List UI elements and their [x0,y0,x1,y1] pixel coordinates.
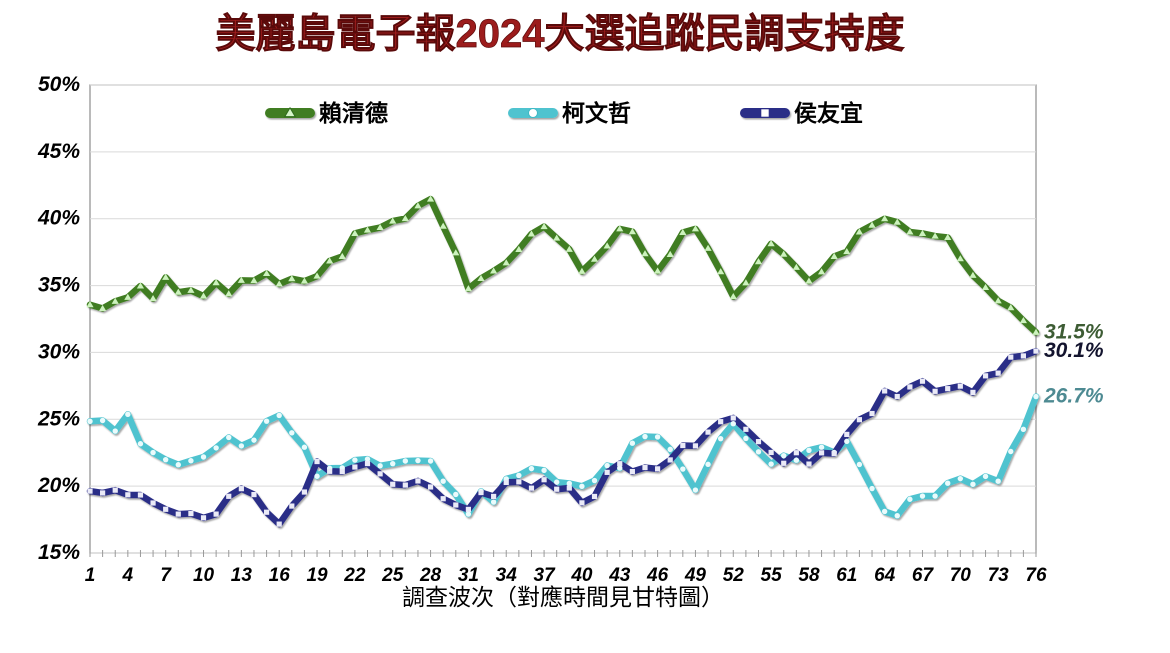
svg-text:美麗島電子報2024大選追蹤民調支持度: 美麗島電子報2024大選追蹤民調支持度 [216,11,905,56]
svg-text:25: 25 [381,565,404,586]
svg-text:64: 64 [874,565,896,586]
svg-text:20%: 20% [37,474,80,497]
svg-text:40: 40 [570,565,593,586]
svg-text:28: 28 [419,565,442,586]
svg-text:30%: 30% [38,340,80,363]
svg-text:61: 61 [836,565,857,586]
svg-text:40%: 40% [37,207,80,230]
svg-text:26.7%: 26.7% [1043,385,1104,408]
svg-text:37: 37 [534,565,557,586]
svg-text:43: 43 [608,565,631,586]
svg-text:賴清德: 賴清德 [319,100,388,126]
svg-text:34: 34 [496,565,518,586]
svg-text:35%: 35% [38,274,80,297]
svg-text:50%: 50% [38,73,80,96]
svg-text:67: 67 [912,565,935,586]
svg-text:侯友宜: 侯友宜 [794,100,863,126]
svg-text:52: 52 [723,565,745,586]
svg-text:7: 7 [160,565,172,586]
svg-text:58: 58 [798,565,820,586]
svg-text:22: 22 [343,565,366,586]
svg-text:55: 55 [761,565,783,586]
svg-text:19: 19 [306,565,328,586]
svg-text:70: 70 [950,565,972,586]
svg-text:46: 46 [646,565,669,586]
svg-text:4: 4 [122,565,134,586]
svg-text:25%: 25% [37,407,80,430]
svg-text:調查波次（對應時間見甘特圖）: 調查波次（對應時間見甘特圖） [402,584,724,610]
svg-text:10: 10 [193,565,215,586]
svg-text:45%: 45% [37,140,80,163]
svg-text:13: 13 [231,565,253,586]
svg-text:柯文哲: 柯文哲 [562,100,631,126]
svg-text:73: 73 [988,565,1010,586]
svg-text:49: 49 [684,565,707,586]
svg-text:1: 1 [85,565,96,586]
svg-text:76: 76 [1025,565,1047,586]
svg-text:15%: 15% [38,541,80,564]
svg-text:31: 31 [458,565,479,586]
svg-text:30.1%: 30.1% [1044,339,1104,362]
svg-text:16: 16 [269,565,291,586]
